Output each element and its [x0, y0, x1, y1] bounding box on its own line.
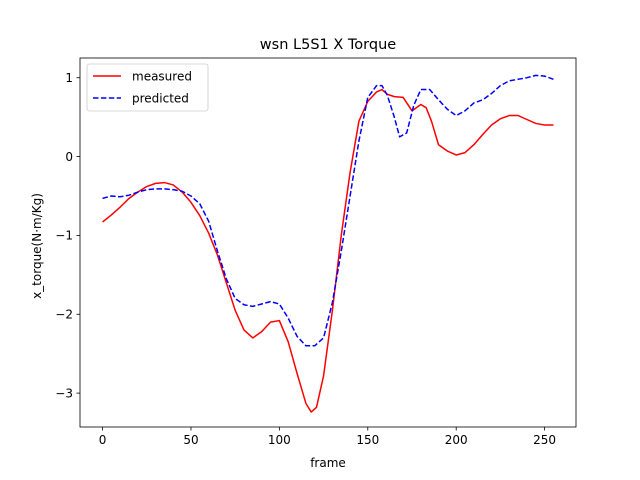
y-axis-label: x_torque(N·m/Kg): [30, 193, 44, 299]
legend-label-measured: measured: [132, 69, 192, 83]
legend-label-predicted: predicted: [132, 91, 189, 105]
axes-layer: 0 50 100 150 200 250 −3 −2 −1 0 1: [55, 57, 577, 447]
y-tick-label: 1: [65, 71, 73, 85]
x-tick-label: 50: [183, 433, 198, 447]
legend: measured predicted: [86, 63, 209, 112]
chart-title: wsn L5S1 X Torque: [260, 37, 396, 53]
x-axis-label: frame: [310, 456, 346, 470]
series-line-predicted: [102, 74, 554, 347]
y-tick-label: 0: [65, 150, 73, 164]
axes-frame: [79, 57, 577, 428]
x-tick-label: 150: [356, 433, 379, 447]
x-tick-label: 100: [268, 433, 291, 447]
x-tick-label: 200: [445, 433, 468, 447]
y-tick-label: −3: [55, 386, 73, 400]
y-tick-label: −2: [55, 308, 73, 322]
plot-background: [80, 58, 576, 427]
y-tick-label: −1: [55, 229, 73, 243]
x-tick-label: 0: [99, 433, 107, 447]
x-tick-label: 250: [533, 433, 556, 447]
series-layer: [102, 74, 554, 413]
plot-area: [80, 58, 576, 427]
